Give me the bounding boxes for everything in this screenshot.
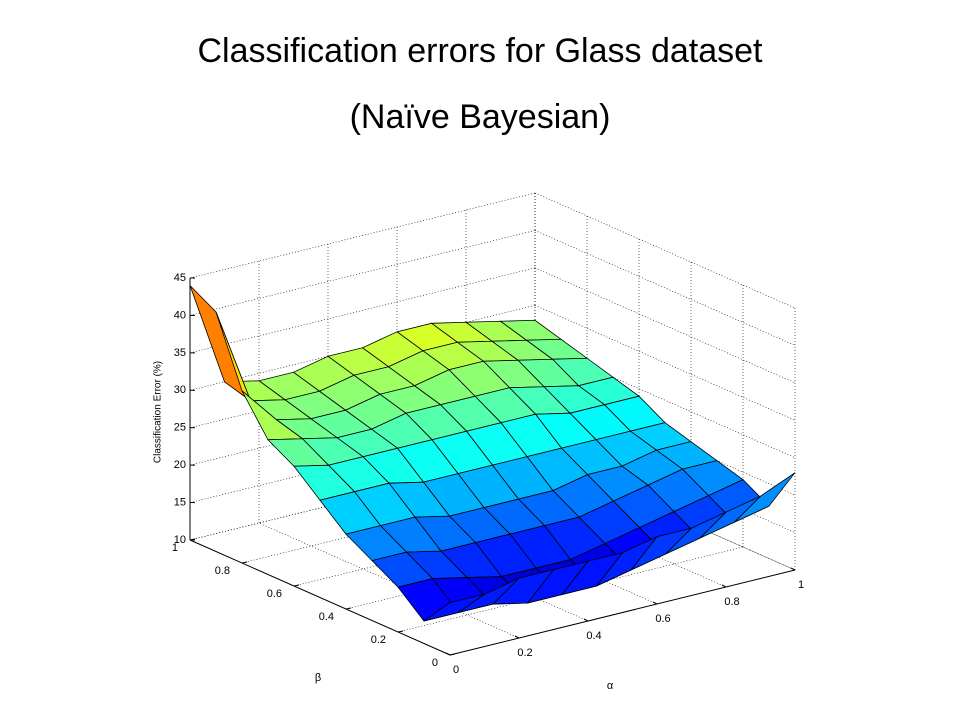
tick-mark [293, 584, 300, 587]
tick-mark [652, 601, 658, 605]
z-tick-label: 40 [174, 309, 186, 321]
y-axis-label: β [315, 672, 321, 684]
tick-mark [790, 567, 796, 571]
tick-mark [514, 635, 520, 639]
x-tick-label: 0.6 [655, 613, 670, 625]
tick-mark [189, 538, 196, 541]
chart-title: Classification errors for Glass dataset [198, 32, 764, 70]
grid-line [534, 192, 796, 309]
y-tick-label: 0.8 [215, 565, 230, 577]
z-tick-label: 25 [174, 422, 186, 434]
tick-mark [345, 607, 352, 610]
tick-mark [241, 561, 248, 564]
axis-line [189, 539, 451, 656]
y-tick-label: 0 [432, 657, 438, 669]
grid-line [189, 192, 536, 279]
z-tick-label: 45 [174, 272, 186, 284]
z-tick-label: 10 [174, 534, 186, 546]
x-axis-label: α [607, 680, 614, 692]
x-tick-label: 0.4 [586, 630, 601, 642]
chart-subtitle: (Naïve Bayesian) [350, 98, 611, 136]
surface-patch [423, 593, 485, 622]
tick-mark [449, 653, 456, 656]
axis-line [449, 569, 796, 656]
tick-mark [721, 584, 727, 588]
grid-line [189, 230, 536, 316]
z-axis-label: Classification Error (%) [153, 361, 164, 463]
tick-mark [397, 630, 404, 633]
x-tick-label: 0.2 [517, 647, 532, 659]
z-tick-label: 35 [174, 347, 186, 359]
y-tick-label: 0.2 [371, 634, 386, 646]
tick-mark [445, 652, 451, 656]
grid-line [189, 267, 536, 354]
y-tick-label: 0.6 [267, 588, 282, 600]
z-tick-label: 20 [174, 459, 186, 471]
grid-line [534, 230, 796, 346]
x-tick-label: 0.8 [724, 596, 739, 608]
y-tick-label: 1 [172, 542, 178, 554]
x-tick-label: 1 [798, 579, 804, 591]
z-tick-label: 30 [174, 384, 186, 396]
z-tick-label: 15 [174, 496, 186, 508]
x-tick-label: 0 [453, 664, 459, 676]
y-tick-label: 0.4 [319, 611, 334, 623]
tick-mark [583, 618, 589, 622]
